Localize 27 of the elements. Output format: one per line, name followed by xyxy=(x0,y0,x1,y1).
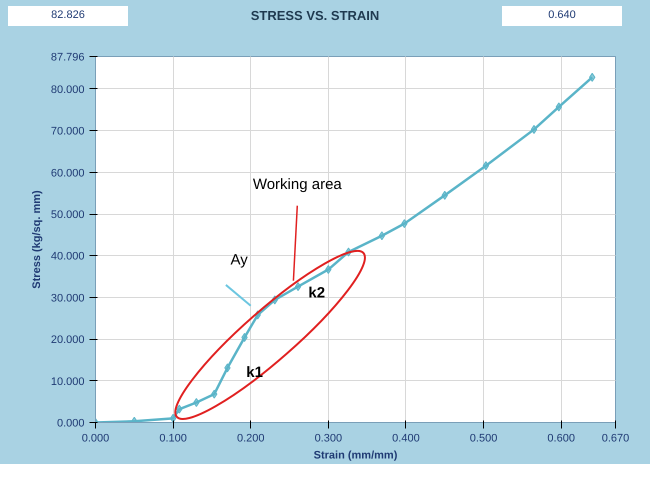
x-axis-title: Strain (mm/mm) xyxy=(314,450,398,462)
y-tick-label: 70.000 xyxy=(50,126,85,138)
y-axis-title: Stress (kg/sq. mm) xyxy=(30,190,43,289)
y-tick-label: 60.000 xyxy=(50,167,85,180)
y-tick-label: 80.000 xyxy=(50,84,85,96)
text: 82.826 xyxy=(8,6,128,26)
text: 0.640 xyxy=(502,6,622,26)
annotation: Working area xyxy=(252,176,342,194)
x-tick-label: 0.100 xyxy=(159,432,187,444)
annotation: Ay xyxy=(230,251,248,268)
x-tick-label: 0.600 xyxy=(547,432,575,444)
y-tick-label: 40.000 xyxy=(50,250,85,263)
y-tick-label: 0.000 xyxy=(56,418,85,430)
x-tick-label: 0.400 xyxy=(392,432,420,444)
y-tick-label: 50.000 xyxy=(50,209,85,222)
annotation: k1 xyxy=(246,364,263,381)
y-tick-label: 30.000 xyxy=(50,292,85,304)
x-tick-label: 0.500 xyxy=(470,432,498,444)
x-tick-label: 0.670 xyxy=(602,432,630,444)
annotation: k2 xyxy=(308,284,326,302)
x-tick-label: 0.300 xyxy=(314,432,342,444)
y-tick-label: 20.000 xyxy=(50,334,85,346)
y-tick-label: 10.000 xyxy=(50,376,85,388)
chart-title: STRESS VS. STRAIN xyxy=(250,6,380,25)
y-tick-label: 87.796 xyxy=(50,52,85,64)
x-tick-label: 0.000 xyxy=(82,432,110,444)
x-tick-label: 0.200 xyxy=(236,432,264,444)
